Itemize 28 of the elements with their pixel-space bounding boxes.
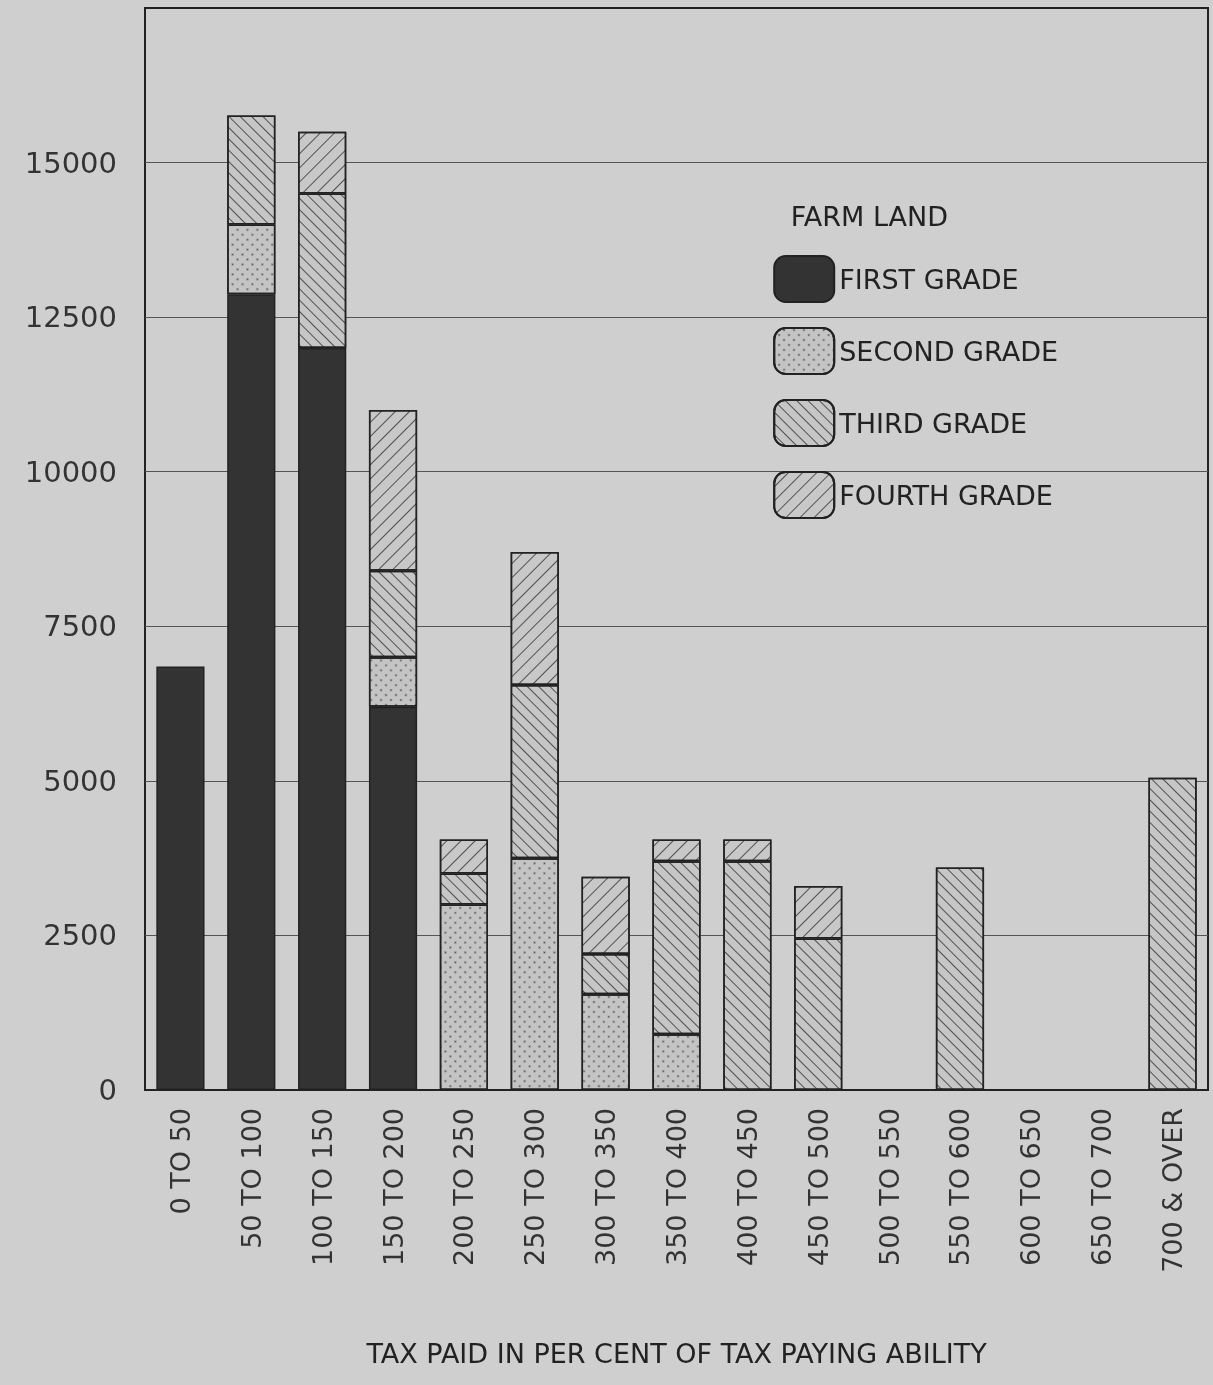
- x-axis-title: TAX PAID IN PER CENT OF TAX PAYING ABILITY: [365, 1338, 988, 1369]
- x-tick-label: 600 TO 650: [1015, 1108, 1047, 1266]
- x-tick-label: 100 TO 150: [306, 1108, 338, 1266]
- y-tick-label: 7500: [43, 609, 117, 644]
- y-tick-label: 15000: [24, 145, 117, 180]
- x-tick-label: 350 TO 400: [661, 1108, 692, 1266]
- y-tick-label: 10000: [24, 454, 117, 489]
- y-tick-label: 0: [98, 1073, 117, 1107]
- x-tick-label: 150 TO 200: [377, 1108, 409, 1266]
- x-tick-label: 0 TO 50: [164, 1108, 196, 1215]
- y-tick-label: 12500: [24, 300, 117, 335]
- legend-title: FARM LAND: [790, 201, 948, 232]
- legend-label: FOURTH GRADE: [839, 479, 1053, 511]
- x-tick-label: 300 TO 350: [590, 1108, 622, 1266]
- x-tick-label: 250 TO 300: [519, 1108, 551, 1266]
- x-tick-label: 700 & OVER: [1157, 1108, 1189, 1273]
- y-tick-label: 2500: [43, 918, 117, 953]
- legend-label: SECOND GRADE: [839, 335, 1059, 367]
- x-tick-label: 500 TO 550: [873, 1108, 905, 1266]
- legend-label: THIRD GRADE: [838, 407, 1028, 439]
- x-tick-label: 650 TO 700: [1086, 1108, 1118, 1266]
- x-tick-label: 200 TO 250: [448, 1108, 480, 1266]
- x-tick-label: 50 TO 100: [235, 1108, 267, 1249]
- x-tick-label: 450 TO 500: [802, 1108, 834, 1266]
- x-tick-label: 550 TO 600: [944, 1108, 976, 1266]
- legend-label: FIRST GRADE: [839, 263, 1019, 295]
- x-tick-label: 400 TO 450: [731, 1108, 763, 1266]
- y-tick-label: 5000: [43, 763, 117, 798]
